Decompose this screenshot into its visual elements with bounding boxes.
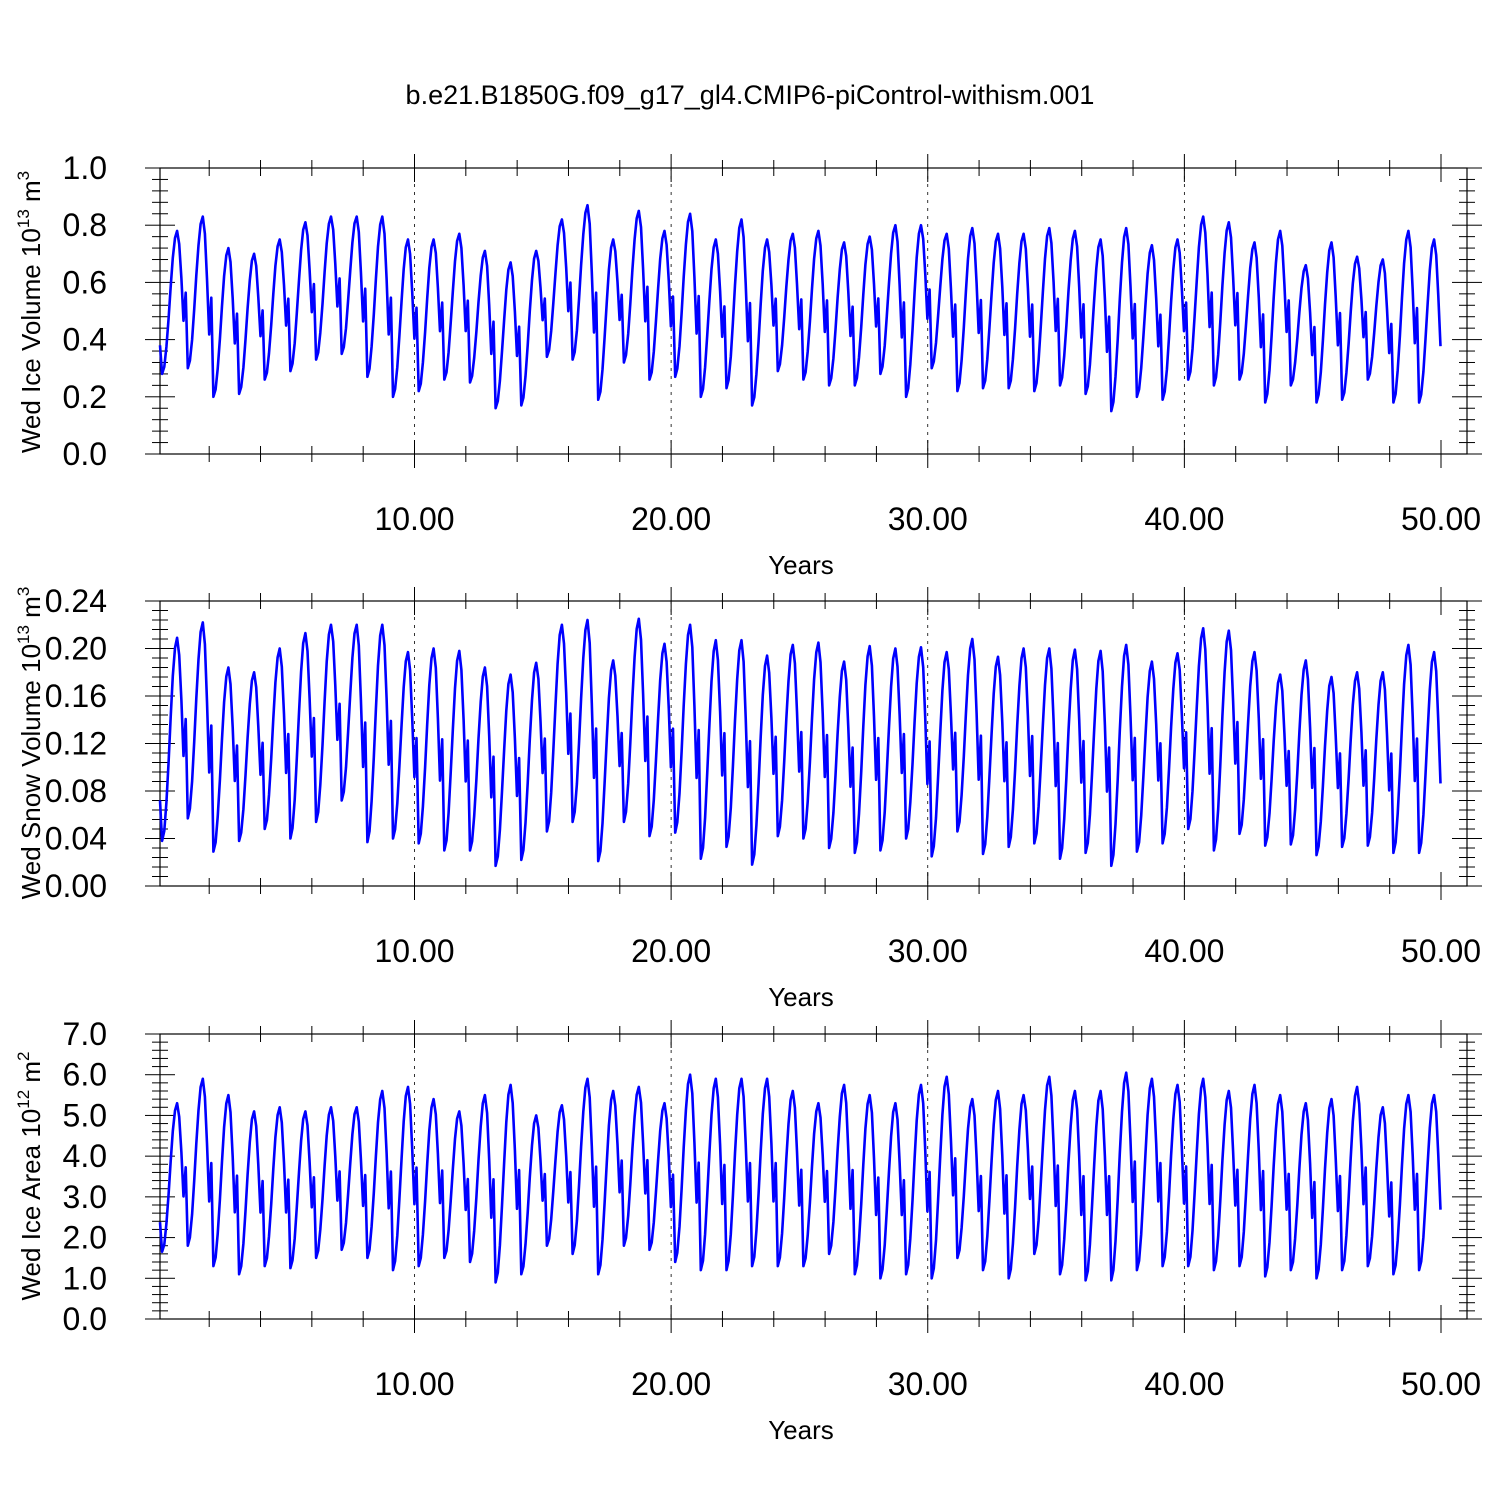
figure-title: b.e21.B1850G.f09_g17_gl4.CMIP6-piControl…	[406, 80, 1095, 110]
y-tick-label: 1.0	[63, 1260, 107, 1296]
x-axis-label: Years	[768, 1415, 834, 1445]
y-tick-label: 0.24	[45, 583, 107, 619]
x-tick-label: 30.00	[888, 501, 968, 537]
x-tick-label: 10.00	[374, 501, 454, 537]
y-tick-label: 0.0	[63, 1301, 107, 1337]
panel-ice-area: 10.00 20.00 30.00 40.00 50.00 Years 0.0 1.0 2.0 3…	[14, 1016, 1482, 1445]
y-tick-label: 0.16	[45, 678, 107, 714]
x-tick-label: 30.00	[888, 1366, 968, 1402]
x-tick-label: 30.00	[888, 933, 968, 969]
y-tick-label: 0.6	[63, 264, 107, 300]
x-axis-label: Years	[768, 982, 834, 1012]
x-axis-label: Years	[768, 550, 834, 580]
plot-frame	[159, 1033, 1468, 1320]
y-tick-label: 0.12	[45, 726, 107, 762]
y-tick-label: 7.0	[63, 1016, 107, 1052]
x-tick-label: 50.00	[1401, 933, 1481, 969]
y-axis-label: Wed Ice Area 1012​ m2​	[14, 1051, 46, 1300]
x-tick-label: 50.00	[1401, 501, 1481, 537]
y-tick-label: 0.04	[45, 821, 107, 857]
x-tick-label: 20.00	[631, 1366, 711, 1402]
y-tick-label: 3.0	[63, 1179, 107, 1215]
panel-ice-volume: 10.00 20.00 30.00 40.00 50.00 Years 0.0 0.2 0.4 0…	[14, 150, 1482, 580]
plot-frame	[159, 600, 1468, 887]
x-tick-label: 10.00	[374, 933, 454, 969]
x-tick-label: 40.00	[1144, 1366, 1224, 1402]
y-tick-label: 6.0	[63, 1057, 107, 1093]
y-tick-label: 2.0	[63, 1220, 107, 1256]
y-tick-label: 0.0	[63, 436, 107, 472]
y-tick-label: 0.20	[45, 631, 107, 667]
plot-frame	[159, 167, 1468, 455]
x-tick-label: 20.00	[631, 501, 711, 537]
x-tick-label: 40.00	[1144, 933, 1224, 969]
y-tick-label: 0.00	[45, 868, 107, 904]
y-tick-label: 0.8	[63, 207, 107, 243]
x-tick-label: 40.00	[1144, 501, 1224, 537]
y-tick-label: 0.2	[63, 379, 107, 415]
y-axis-label: Wed Ice Volume 1013​ m3​	[14, 171, 46, 453]
y-tick-label: 0.08	[45, 773, 107, 809]
y-tick-label: 4.0	[63, 1138, 107, 1174]
panel-snow-volume: 10.00 20.00 30.00 40.00 50.00 Years 0.00 0.04 0.…	[14, 583, 1482, 1012]
series-line	[158, 617, 1442, 868]
y-axis-label: Wed Snow Volume 1013​ m3​	[14, 587, 46, 900]
x-tick-label: 20.00	[631, 933, 711, 969]
y-tick-label: 0.4	[63, 322, 107, 358]
series-line	[158, 1071, 1442, 1284]
y-tick-label: 1.0	[63, 150, 107, 186]
series-line	[158, 203, 1442, 413]
y-tick-label: 5.0	[63, 1097, 107, 1133]
x-tick-label: 10.00	[374, 1366, 454, 1402]
x-tick-label: 50.00	[1401, 1366, 1481, 1402]
